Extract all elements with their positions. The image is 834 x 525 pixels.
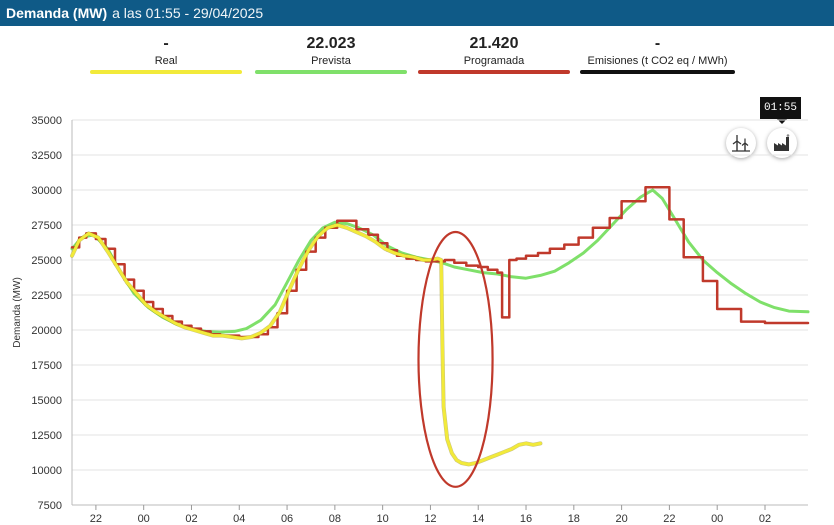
legend-item-programada[interactable]: 21.420 Programada xyxy=(418,34,570,74)
x-tick-label: 20 xyxy=(615,513,627,525)
y-tick-label: 10000 xyxy=(31,465,62,477)
legend-swatch-real xyxy=(90,70,242,74)
wind-turbine-icon xyxy=(732,135,750,152)
legend-label-real: Real xyxy=(154,55,178,67)
x-tick-label: 06 xyxy=(281,513,293,525)
x-tick-label: 18 xyxy=(568,513,580,525)
y-tick-label: 25000 xyxy=(31,255,62,267)
legend-item-emisiones[interactable]: - Emisiones (t CO2 eq / MWh) xyxy=(580,34,735,74)
x-tick-label: 00 xyxy=(138,513,150,525)
y-axis-title: Demanda (MW) xyxy=(12,277,23,348)
highlight-ellipse xyxy=(417,230,494,488)
y-tick-label: 15000 xyxy=(31,395,62,407)
legend-label-programada: Programada xyxy=(463,55,525,67)
x-tick-label: 04 xyxy=(233,513,245,525)
factory-button[interactable] xyxy=(767,128,797,158)
legend-item-real[interactable]: - Real xyxy=(90,34,242,74)
legend-label-emisiones: Emisiones (t CO2 eq / MWh) xyxy=(587,55,728,67)
legend-value-real: - xyxy=(163,35,169,52)
legend-value-programada: 21.420 xyxy=(469,35,519,52)
legend-swatch-prevista xyxy=(255,70,407,74)
legend-value-emisiones: - xyxy=(654,35,661,52)
wind-turbine-button[interactable] xyxy=(726,128,756,158)
legend-value-prevista: 22.023 xyxy=(306,35,356,52)
x-tick-label: 02 xyxy=(759,513,771,525)
x-tick-label: 22 xyxy=(90,513,102,525)
legend-label-prevista: Prevista xyxy=(311,55,351,67)
x-tick-label: 14 xyxy=(472,513,484,525)
y-tick-label: 27500 xyxy=(31,220,62,232)
y-tick-label: 30000 xyxy=(31,185,62,197)
time-tooltip: 01:55 xyxy=(760,97,801,124)
legend-item-prevista[interactable]: 22.023 Prevista xyxy=(255,34,407,74)
y-tick-label: 17500 xyxy=(31,360,62,372)
x-tick-label: 22 xyxy=(663,513,675,525)
y-tick-label: 35000 xyxy=(31,115,62,127)
series-line-real xyxy=(70,223,542,466)
y-tick-label: 20000 xyxy=(31,325,62,337)
factory-icon xyxy=(774,134,790,151)
x-tick-label: 16 xyxy=(520,513,532,525)
page-title: Demanda (MW) xyxy=(6,5,108,21)
x-tick-label: 00 xyxy=(711,513,723,525)
x-tick-label: 12 xyxy=(424,513,436,525)
x-tick-label: 08 xyxy=(329,513,341,525)
legend-swatch-programada xyxy=(418,70,570,74)
legend-swatch-emisiones xyxy=(580,70,735,74)
timestamp-subtitle: a las 01:55 - 29/04/2025 xyxy=(112,5,264,21)
x-tick-label: 10 xyxy=(377,513,389,525)
title-bar: Demanda (MW) a las 01:55 - 29/04/2025 xyxy=(0,0,834,26)
y-tick-label: 22500 xyxy=(31,290,62,302)
y-tick-label: 32500 xyxy=(31,150,62,162)
x-tick-label: 02 xyxy=(185,513,197,525)
y-tick-label: 7500 xyxy=(38,500,62,512)
y-tick-label: 12500 xyxy=(31,430,62,442)
